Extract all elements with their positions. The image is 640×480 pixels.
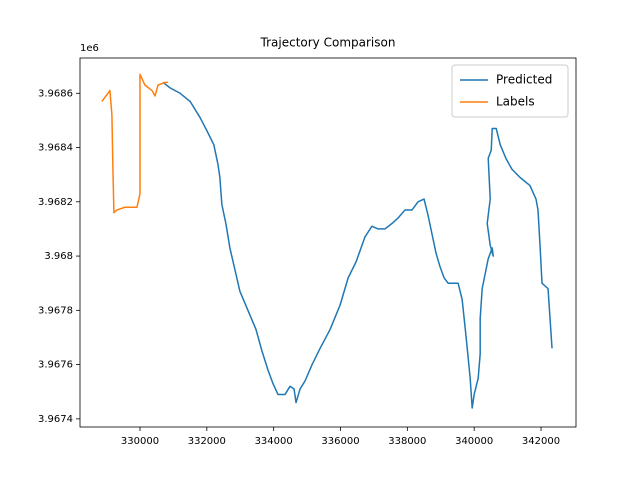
x-tick-label: 330000 xyxy=(121,436,159,447)
series-line xyxy=(101,73,169,214)
x-tick-label: 336000 xyxy=(321,436,359,447)
y-tick-label: 3.9676 xyxy=(38,360,73,371)
y-tick-label: 3.968 xyxy=(44,251,73,262)
chart-title: Trajectory Comparison xyxy=(260,36,396,50)
x-tick-label: 342000 xyxy=(522,436,560,447)
x-tick-label: 338000 xyxy=(388,436,426,447)
y-tick-label: 3.9686 xyxy=(38,88,73,99)
y-offset-label: 1e6 xyxy=(80,43,99,54)
plot-frame xyxy=(79,57,577,428)
legend-label: Labels xyxy=(496,95,535,109)
y-tick-label: 3.9682 xyxy=(38,197,73,208)
x-tick-label: 334000 xyxy=(255,436,293,447)
x-tick-label: 340000 xyxy=(455,436,493,447)
y-tick-label: 3.9684 xyxy=(38,143,73,154)
legend-box xyxy=(451,64,569,118)
x-tick-label: 332000 xyxy=(188,436,226,447)
series-line xyxy=(162,81,553,409)
y-tick-label: 3.9678 xyxy=(38,305,73,316)
legend-label: Predicted xyxy=(496,73,552,87)
y-tick-label: 3.9674 xyxy=(38,414,73,425)
